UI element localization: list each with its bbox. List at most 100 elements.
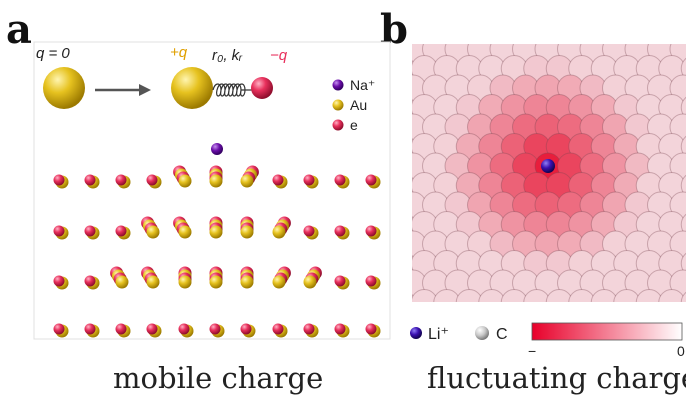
- lattice-atom: [209, 165, 223, 188]
- carbon-atom: [680, 96, 686, 119]
- carbon-atom: [568, 289, 596, 302]
- lattice-atom: [110, 266, 129, 289]
- lattice-atom: [365, 174, 381, 189]
- lattice-atom: [53, 323, 69, 338]
- plus-charge-label: +q: [170, 44, 188, 61]
- legend-e-label: e: [350, 117, 358, 133]
- lithium-ion: [541, 159, 555, 173]
- lattice-atom: [178, 266, 192, 289]
- minus-charge-label: −q: [270, 47, 288, 64]
- lattice-atom: [272, 266, 291, 289]
- lattice-atom: [146, 323, 162, 338]
- lattice-atom: [303, 323, 319, 338]
- legend-na-label: Na⁺: [350, 77, 375, 93]
- lattice-atom: [84, 225, 100, 240]
- lattice-atom: [303, 174, 319, 189]
- carbon-atom: [680, 57, 686, 80]
- lattice-atom: [209, 216, 223, 239]
- legend-li-marker: [410, 327, 422, 339]
- lattice-atom: [146, 174, 162, 189]
- lattice-atom: [84, 275, 100, 290]
- lattice-atom: [365, 225, 381, 240]
- carbon-atom: [412, 254, 416, 273]
- carbon-atom: [590, 289, 618, 302]
- lattice-atom: [115, 174, 131, 189]
- lattice-atom: [240, 266, 254, 289]
- neutral-charge-label: q = 0: [36, 45, 70, 62]
- sodium-ion: [211, 143, 223, 155]
- panel-a-label: a: [6, 6, 32, 53]
- carbon-atom: [545, 289, 573, 302]
- legend-na-marker: [332, 79, 344, 91]
- legend-au-marker: [332, 99, 344, 111]
- lattice-atom: [173, 216, 192, 239]
- charge-colorbar: [531, 322, 683, 341]
- legend-e-marker: [332, 119, 344, 131]
- legend-au-label: Au: [350, 97, 367, 113]
- carbon-atom: [658, 289, 686, 302]
- lattice-atom: [272, 174, 288, 189]
- lattice-atom: [365, 323, 381, 338]
- carbon-atom: [412, 293, 416, 302]
- colorbar-max-label: 0: [677, 343, 685, 359]
- neutral-atom: [43, 67, 85, 109]
- gold-lattice: [53, 165, 381, 338]
- carbon-atom: [680, 135, 686, 158]
- lattice-atom: [141, 266, 160, 289]
- carbon-atom: [412, 137, 416, 156]
- carbon-atom: [613, 289, 641, 302]
- arrow-icon: [95, 84, 151, 96]
- lattice-atom: [272, 323, 288, 338]
- legend-c-label: C: [496, 326, 508, 343]
- lattice-atom: [303, 266, 322, 289]
- carbon-atom: [680, 174, 686, 197]
- lattice-atom: [53, 275, 69, 290]
- core-atom: [171, 67, 213, 109]
- carbon-atom: [680, 291, 686, 302]
- carbon-atom: [523, 289, 551, 302]
- lattice-atom: [240, 323, 256, 338]
- spring-label: r₀, kᵣ: [212, 47, 243, 64]
- lattice-atom: [334, 225, 350, 240]
- caption-mobile-charge: mobile charge: [113, 361, 324, 395]
- lattice-atom: [365, 275, 381, 290]
- carbon-atom: [500, 289, 528, 302]
- lattice-atom: [240, 165, 259, 188]
- lattice-atom: [115, 323, 131, 338]
- lattice-atom: [209, 266, 223, 289]
- lattice-atom: [53, 225, 69, 240]
- carbon-atom: [433, 289, 461, 302]
- lattice-atom: [240, 216, 254, 239]
- carbon-atom: [412, 59, 416, 78]
- carbon-surface: [412, 44, 686, 302]
- lattice-atom: [334, 323, 350, 338]
- lattice-atom: [53, 174, 69, 189]
- legend-c-marker: [475, 326, 489, 340]
- lattice-atom: [334, 275, 350, 290]
- carbon-atom: [412, 289, 438, 302]
- lattice-atom: [173, 165, 192, 188]
- carbon-atom: [455, 289, 483, 302]
- caption-fluctuating-charge: fluctuating charge: [427, 361, 686, 395]
- lattice-atom: [272, 216, 291, 239]
- lattice-atom: [141, 216, 160, 239]
- lattice-atom: [209, 323, 225, 338]
- lattice-atom: [84, 323, 100, 338]
- legend-li-label: Li⁺: [428, 326, 449, 343]
- spring-icon: [212, 83, 252, 97]
- carbon-atom: [412, 176, 416, 195]
- carbon-atom: [635, 289, 663, 302]
- carbon-atom: [680, 213, 686, 236]
- carbon-atom: [478, 289, 506, 302]
- lattice-atom: [84, 174, 100, 189]
- carbon-atom: [412, 215, 416, 234]
- colorbar-min-label: −: [528, 343, 536, 359]
- carbon-atom: [680, 252, 686, 275]
- carbon-atom: [412, 98, 416, 117]
- lattice-atom: [115, 225, 131, 240]
- electron-shell: [251, 77, 273, 99]
- lattice-atom: [334, 174, 350, 189]
- lattice-atom: [178, 323, 194, 338]
- lattice-atom: [303, 225, 319, 240]
